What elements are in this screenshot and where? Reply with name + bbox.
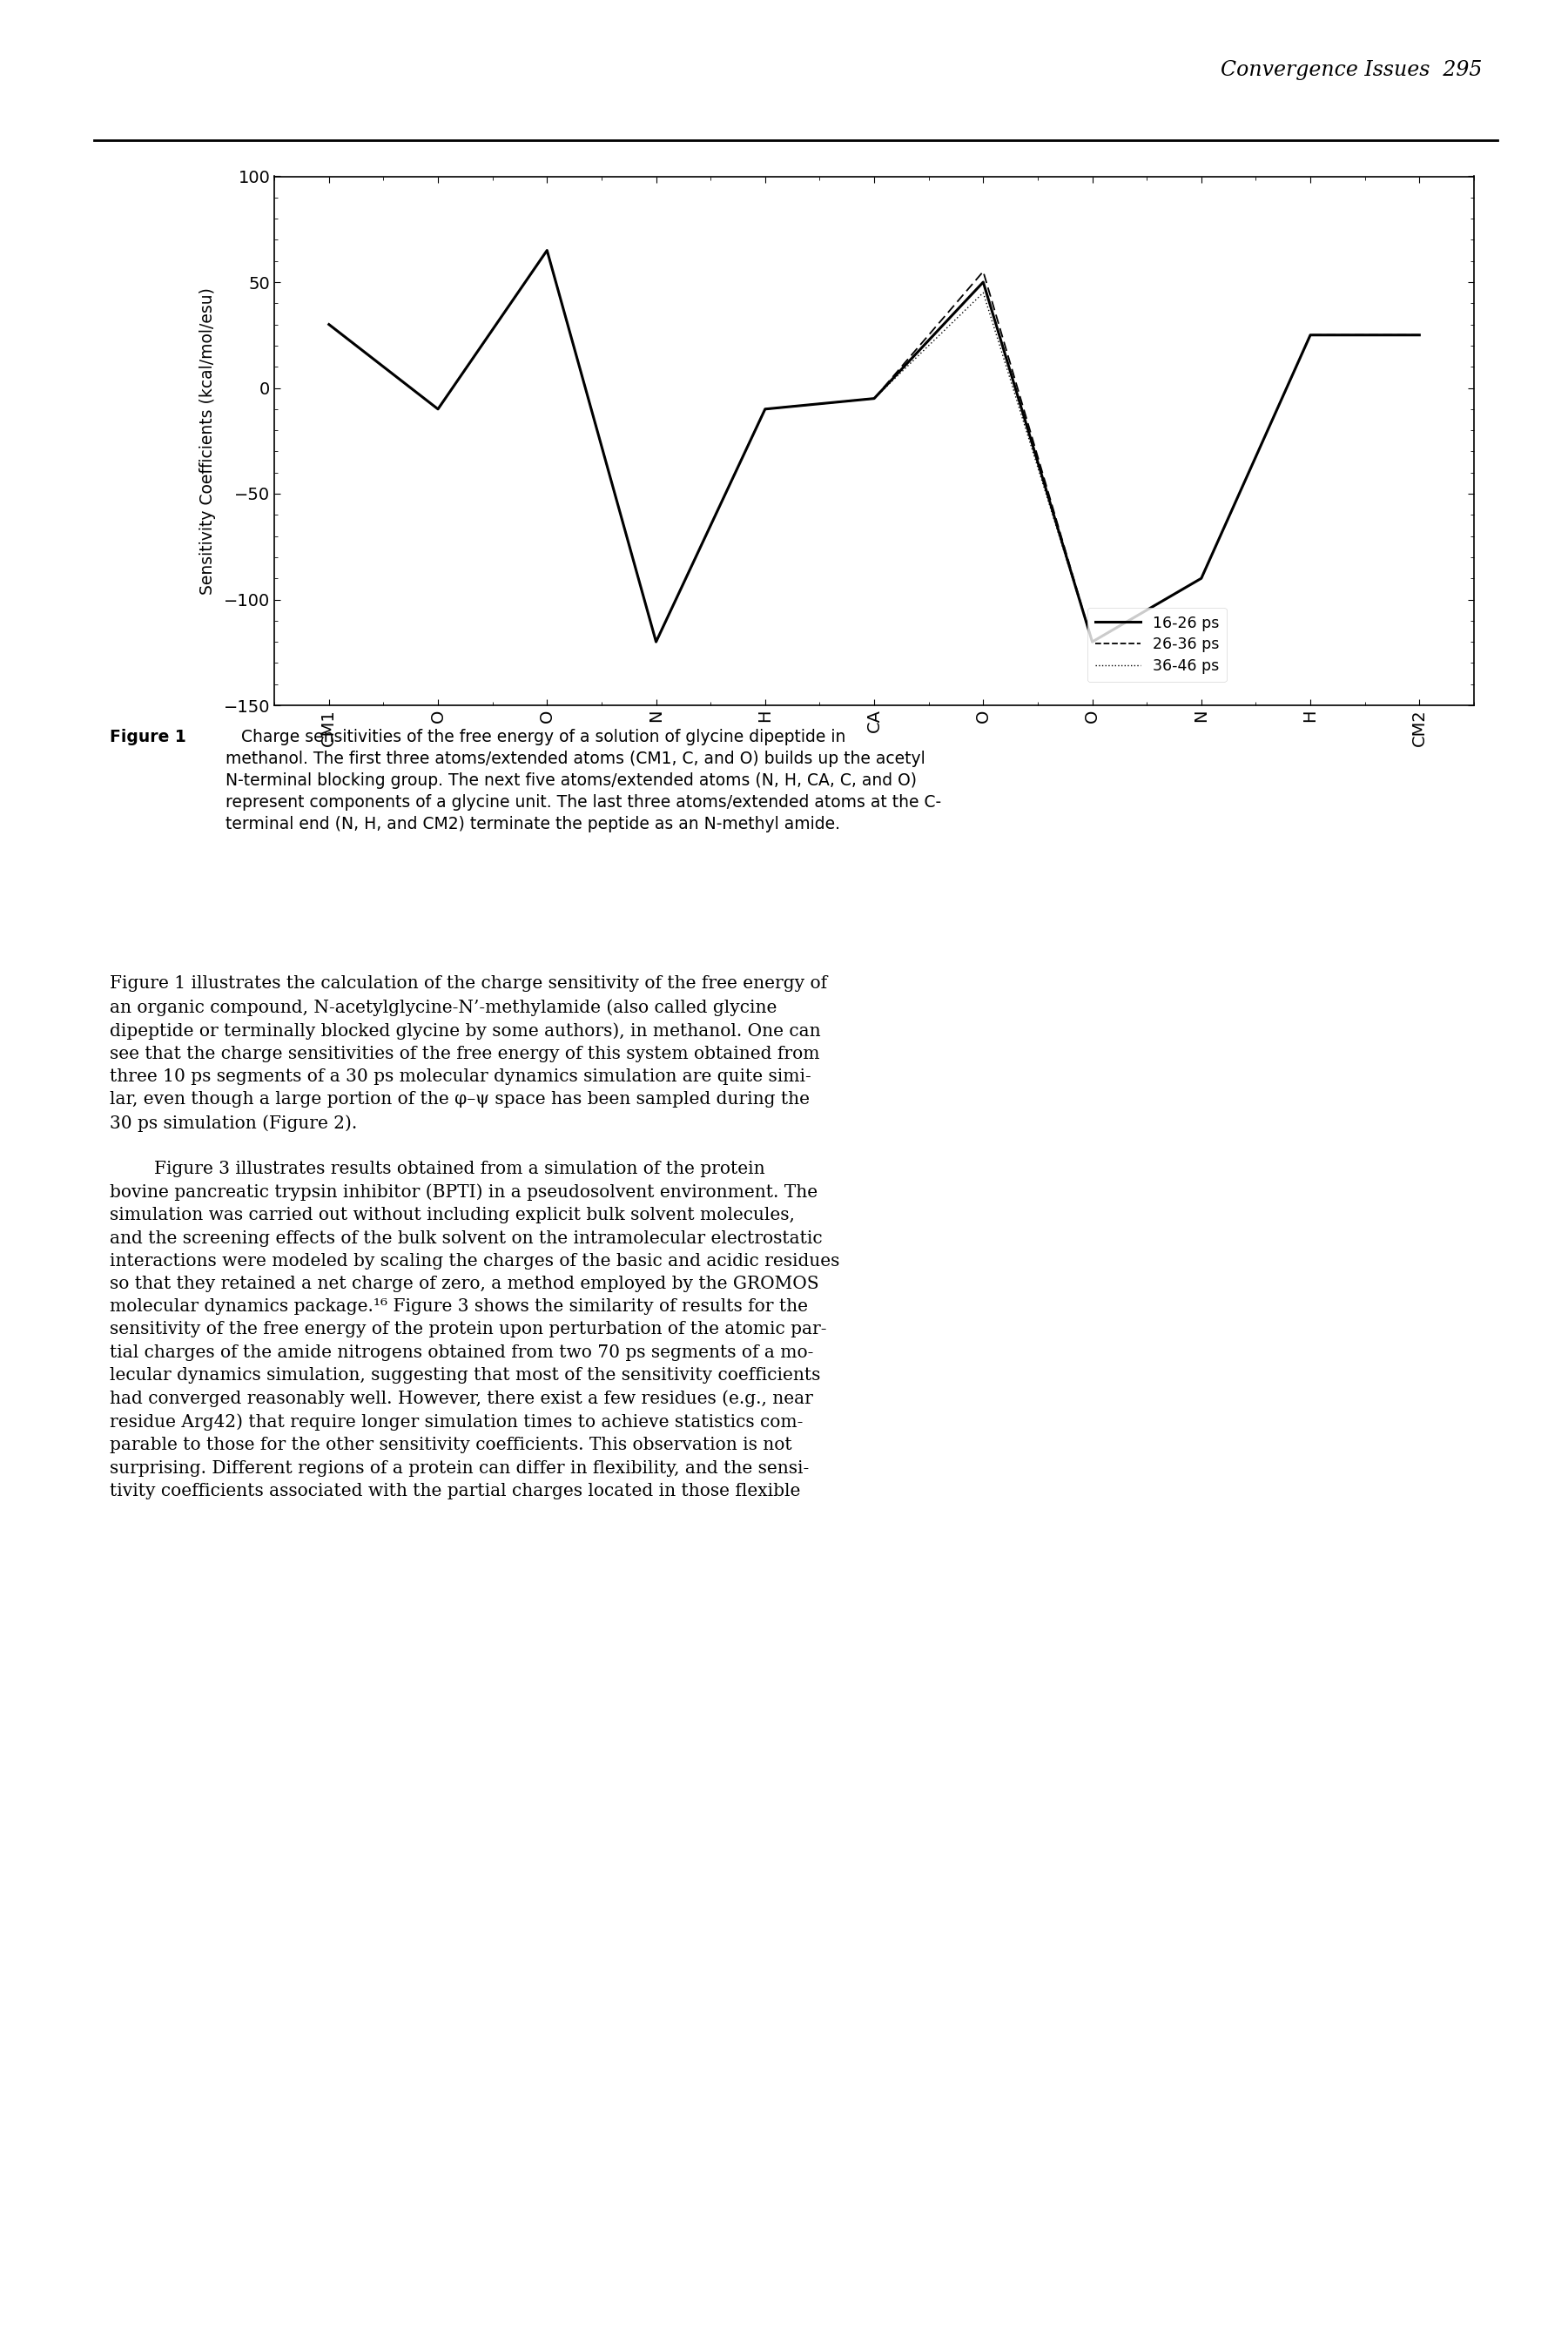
Text: Figure 1: Figure 1	[110, 729, 187, 745]
Y-axis label: Sensitivity Coefficients (kcal/mol/esu): Sensitivity Coefficients (kcal/mol/esu)	[199, 287, 216, 595]
Text: Charge sensitivities of the free energy of a solution of glycine dipeptide in
me: Charge sensitivities of the free energy …	[226, 729, 941, 832]
Text: Convergence Issues  295: Convergence Issues 295	[1220, 61, 1482, 80]
Legend: 16-26 ps, 26-36 ps, 36-46 ps: 16-26 ps, 26-36 ps, 36-46 ps	[1088, 607, 1226, 682]
Text: Figure 1 illustrates the calculation of the charge sensitivity of the free energ: Figure 1 illustrates the calculation of …	[110, 976, 840, 1500]
